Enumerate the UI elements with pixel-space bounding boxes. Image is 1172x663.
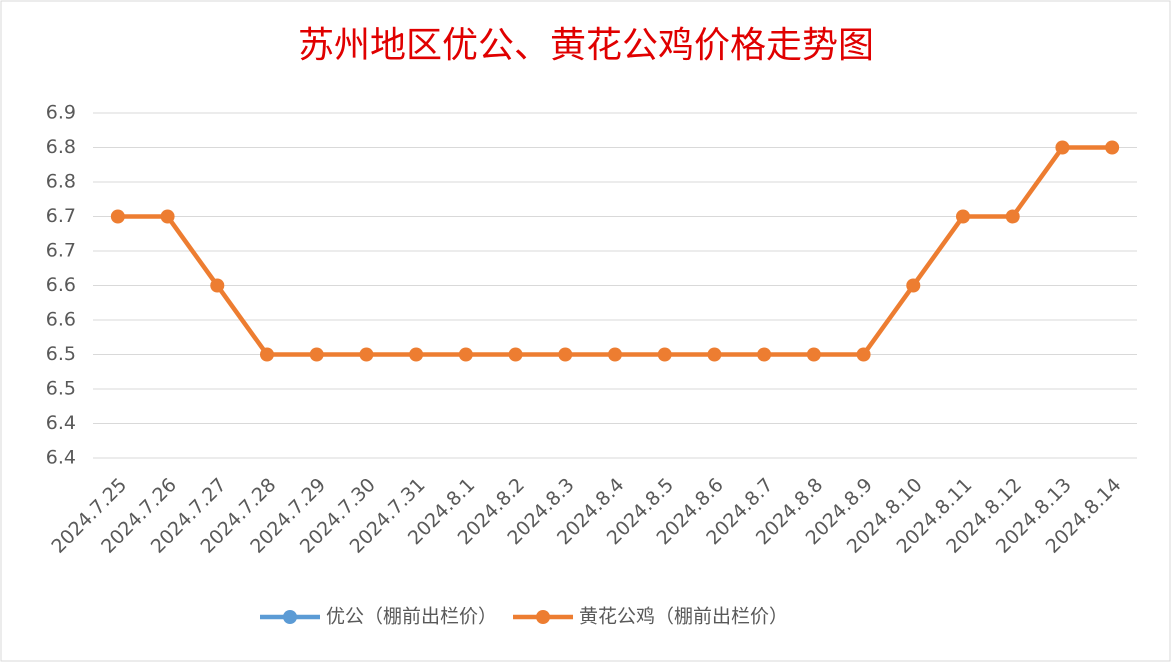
data-point <box>1005 209 1020 224</box>
data-point <box>359 347 374 362</box>
y-tick-label: 6.4 <box>46 412 76 434</box>
data-point <box>856 347 871 362</box>
y-tick-label: 6.8 <box>46 171 76 193</box>
y-tick-label: 6.6 <box>46 309 76 331</box>
data-point <box>110 209 125 224</box>
legend-marker <box>283 610 297 624</box>
chart-title: 苏州地区优公、黄花公鸡价格走势图 <box>298 25 874 66</box>
y-tick-label: 6.7 <box>46 205 76 227</box>
data-point <box>608 347 622 362</box>
data-point <box>1055 140 1070 155</box>
data-point <box>558 347 573 362</box>
data-point <box>409 347 424 362</box>
data-point <box>1105 140 1120 155</box>
y-tick-label: 6.5 <box>46 378 76 400</box>
y-tick-label: 6.8 <box>46 136 76 158</box>
data-point <box>956 209 970 224</box>
y-tick-label: 6.9 <box>46 102 76 124</box>
data-point <box>757 347 772 362</box>
y-tick-label: 6.5 <box>46 343 76 365</box>
data-point <box>160 209 175 224</box>
legend-label: 优公（棚前出栏价） <box>326 606 497 628</box>
legend-label: 黄花公鸡（棚前出栏价） <box>579 606 788 628</box>
data-point <box>458 347 473 362</box>
data-point <box>210 278 225 293</box>
y-tick-label: 6.6 <box>46 274 76 296</box>
legend-marker <box>536 610 551 624</box>
data-point <box>707 347 722 362</box>
data-point <box>309 347 324 362</box>
data-point <box>806 347 821 362</box>
data-point <box>906 278 921 293</box>
data-point <box>657 347 672 362</box>
y-tick-label: 6.7 <box>46 240 76 262</box>
y-tick-label: 6.4 <box>46 447 76 469</box>
data-point <box>260 347 274 362</box>
data-point <box>508 347 523 362</box>
